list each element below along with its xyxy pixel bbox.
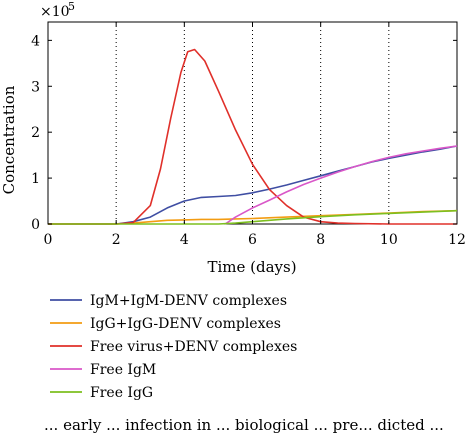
y-tick-label-3: 3 — [31, 79, 40, 95]
series-line-0 — [48, 145, 458, 225]
y-multiplier-exponent: 5 — [68, 0, 75, 13]
grid-lines — [115, 22, 390, 224]
series-line-3 — [224, 145, 458, 225]
y-axis-ticks: 0 1 2 3 4 — [31, 33, 457, 233]
y-tick-label-0: 0 — [31, 217, 40, 233]
caption-text: ... early ... infection in ... biologica… — [44, 416, 444, 434]
x-tick-label-3: 6 — [248, 232, 257, 248]
legend-label-2: Free virus+DENV complexes — [90, 339, 297, 355]
legend: IgM+IgM-DENV complexes IgG+IgG-DENV compl… — [50, 293, 297, 401]
x-axis-ticks: 0 2 4 6 8 10 12 — [44, 22, 466, 248]
series-line-4 — [48, 209, 458, 225]
y-multiplier-label: ×10 — [40, 4, 70, 20]
x-tick-label-1: 2 — [112, 232, 121, 248]
x-axis-label: Time (days) — [207, 258, 296, 276]
series-line-2 — [48, 48, 457, 225]
x-tick-label-5: 10 — [380, 232, 398, 248]
x-tick-label-2: 4 — [180, 232, 189, 248]
legend-label-0: IgM+IgM-DENV complexes — [90, 293, 287, 309]
legend-label-1: IgG+IgG-DENV complexes — [90, 316, 281, 332]
x-tick-label-4: 8 — [316, 232, 325, 248]
y-tick-label-4: 4 — [31, 33, 40, 49]
y-axis-label: Concentration — [0, 85, 18, 194]
legend-label-3: Free IgM — [90, 362, 156, 378]
x-tick-label-0: 0 — [44, 232, 53, 248]
series-lines — [48, 48, 458, 225]
legend-label-4: Free IgG — [90, 385, 153, 401]
y-tick-label-1: 1 — [31, 171, 40, 187]
y-tick-label-2: 2 — [31, 125, 40, 141]
x-tick-label-6: 12 — [448, 232, 466, 248]
